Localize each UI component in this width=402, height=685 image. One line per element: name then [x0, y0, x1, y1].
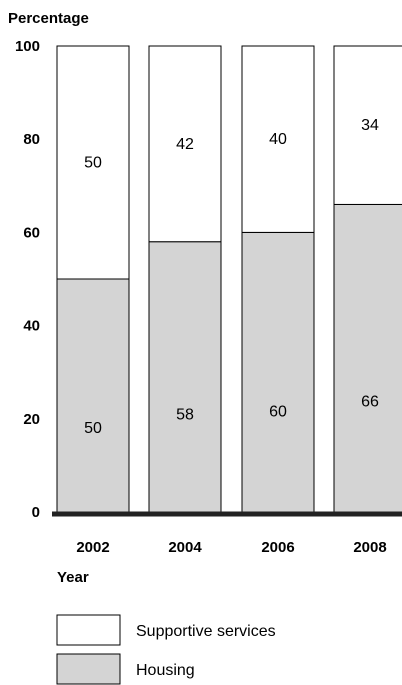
bar-value-label: 40 [269, 131, 287, 148]
y-tick-label: 20 [23, 411, 40, 428]
bar-value-label: 42 [176, 136, 194, 153]
bar-supportive-services-2002 [56, 45, 130, 280]
bar-housing-2006 [241, 231, 315, 513]
y-tick-label: 40 [23, 318, 40, 335]
x-axis-title: Year [57, 569, 89, 586]
bar-supportive-services-2006 [241, 45, 315, 233]
legend-label-supportive-services: Supportive services [136, 623, 276, 640]
bar-housing-2004 [148, 241, 222, 513]
bar-value-label: 58 [176, 407, 194, 424]
y-tick-label: 60 [23, 224, 40, 241]
bar-housing-2008 [333, 203, 402, 513]
legend-label-housing: Housing [136, 662, 195, 679]
y-axis-title: Percentage [8, 10, 89, 27]
legend: Supportive services Housing [56, 614, 276, 685]
x-tick-label: 2006 [261, 539, 294, 556]
x-tick-label: 2002 [76, 539, 109, 556]
bar-value-label: 66 [361, 393, 379, 410]
bar-value-label: 50 [84, 420, 102, 437]
bar-supportive-services-2004 [148, 45, 222, 243]
y-axis-tick-labels: 0 20 40 60 80 100 [15, 38, 40, 521]
bar-value-labels: 50 50 58 42 60 40 66 34 [84, 117, 379, 437]
bar-value-label: 34 [361, 117, 379, 134]
x-axis-tick-labels: 2002 2004 2006 2008 [76, 539, 386, 556]
bar-value-label: 60 [269, 403, 287, 420]
x-tick-label: 2008 [353, 539, 386, 556]
legend-swatch-supportive-services [56, 614, 121, 646]
bar-supportive-services-2008 [333, 45, 402, 205]
bar-value-label: 50 [84, 155, 102, 172]
y-tick-label: 100 [15, 38, 40, 55]
bar-housing-2002 [56, 278, 130, 513]
y-tick-label: 80 [23, 131, 40, 148]
y-tick-label: 0 [32, 504, 40, 521]
x-tick-label: 2004 [168, 539, 202, 556]
bars-group [56, 45, 402, 513]
legend-swatch-housing [56, 653, 121, 685]
